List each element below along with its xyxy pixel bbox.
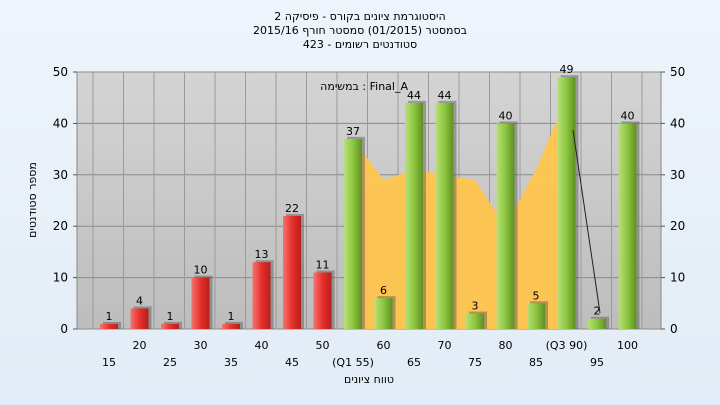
bar-label: 13 xyxy=(255,248,269,261)
bar-label: 3 xyxy=(472,300,479,313)
y-tick-label-left: 30 xyxy=(53,168,68,182)
x-tick-label: 25 xyxy=(163,356,177,369)
bar-label: 5 xyxy=(533,289,540,302)
x-tick-label: 100 xyxy=(617,339,638,352)
y-tick-label-left: 40 xyxy=(53,116,68,130)
x-tick-label: 15 xyxy=(102,356,116,369)
bar xyxy=(100,323,118,329)
bar-label: 37 xyxy=(346,125,360,138)
y-axis-left: 0 10 20 30 40 50 xyxy=(53,65,77,336)
y-tick-label-right: 20 xyxy=(670,219,685,233)
y-tick-label-left: 50 xyxy=(53,65,68,79)
bar-value-labels: 1 4 1 10 1 13 22 11 37 6 44 44 3 40 5 49 2 40 xyxy=(106,63,635,323)
x-tick-label: 40 xyxy=(255,339,269,352)
bar xyxy=(252,262,271,329)
bar-label: 10 xyxy=(194,264,208,277)
x-tick-label: 65 xyxy=(407,356,421,369)
bar xyxy=(344,138,362,329)
x-tick-label: 70 xyxy=(438,339,452,352)
x-tick-label: 95 xyxy=(590,356,604,369)
y-tick-label-right: 10 xyxy=(670,271,685,285)
bar-label: 1 xyxy=(106,310,113,323)
bar-label: 49 xyxy=(560,63,574,76)
x-tick-label: 80 xyxy=(499,339,513,352)
bar-label: 22 xyxy=(285,202,299,215)
y-tick-label-left: 20 xyxy=(53,219,68,233)
bars xyxy=(100,75,640,330)
bar xyxy=(313,272,332,329)
y-axis-right: 0 10 20 30 40 50 xyxy=(661,65,685,336)
bar xyxy=(191,277,210,329)
bar-label: 44 xyxy=(407,89,421,102)
x-tick-label: 30 xyxy=(194,339,208,352)
x-tick-label: (Q3 90) xyxy=(546,339,588,352)
bar-label: 40 xyxy=(621,109,635,122)
y-tick-label-right: 50 xyxy=(670,65,685,79)
legend-note: במשימה : Final_A xyxy=(320,80,408,93)
bar-label: 1 xyxy=(228,310,235,323)
bar-label: 6 xyxy=(380,284,387,297)
bar xyxy=(283,215,301,329)
bar xyxy=(161,323,179,329)
x-tick-label: 85 xyxy=(529,356,543,369)
y-tick-label-left: 10 xyxy=(53,271,68,285)
x-tick-label: 50 xyxy=(316,339,330,352)
bar xyxy=(405,102,423,329)
bar xyxy=(618,123,637,330)
x-axis-title: טווח ציונים xyxy=(344,373,394,386)
x-tick-label: 20 xyxy=(133,339,147,352)
bar-label: 11 xyxy=(316,258,330,271)
bar xyxy=(435,102,454,329)
bar xyxy=(222,323,240,329)
bar xyxy=(496,123,515,330)
y-tick-label-left: 0 xyxy=(60,322,68,336)
bar xyxy=(374,298,393,329)
y-tick-label-right: 40 xyxy=(670,116,685,130)
bar-label: 40 xyxy=(499,109,513,122)
chart-title-line2: בסמסטר (01/2015) סמסטר חורף 2015/16 xyxy=(253,24,467,37)
x-tick-label: 35 xyxy=(224,356,238,369)
bar-label: 1 xyxy=(167,310,174,323)
bar-label: 44 xyxy=(438,89,452,102)
x-tick-label: 75 xyxy=(468,356,482,369)
x-axis-ticks: 15 20 25 30 35 40 45 50(Q1 55)60 65 70 75 80 85(Q3 9… xyxy=(102,339,638,369)
bar-label: 2 xyxy=(594,305,601,318)
chart-title-line1: היסטוגרמת ציונים בקורס - פיסיקה 2 xyxy=(274,10,445,23)
bar xyxy=(588,318,606,329)
bar xyxy=(527,303,545,329)
x-tick-label: (Q1 55) xyxy=(332,356,374,369)
bar xyxy=(557,77,576,329)
y-tick-label-right: 30 xyxy=(670,168,685,182)
chart-title-line3: 423 - סטודנטים רשומים xyxy=(303,38,417,51)
q3-pointer-line xyxy=(572,129,601,314)
bar xyxy=(130,308,149,329)
y-tick-label-right: 0 xyxy=(670,322,678,336)
y-axis-title: מספר סטודנטים xyxy=(26,162,39,238)
bar-label: 4 xyxy=(136,294,143,307)
bar xyxy=(466,313,484,329)
x-tick-label: 45 xyxy=(285,356,299,369)
x-tick-label: 60 xyxy=(377,339,391,352)
